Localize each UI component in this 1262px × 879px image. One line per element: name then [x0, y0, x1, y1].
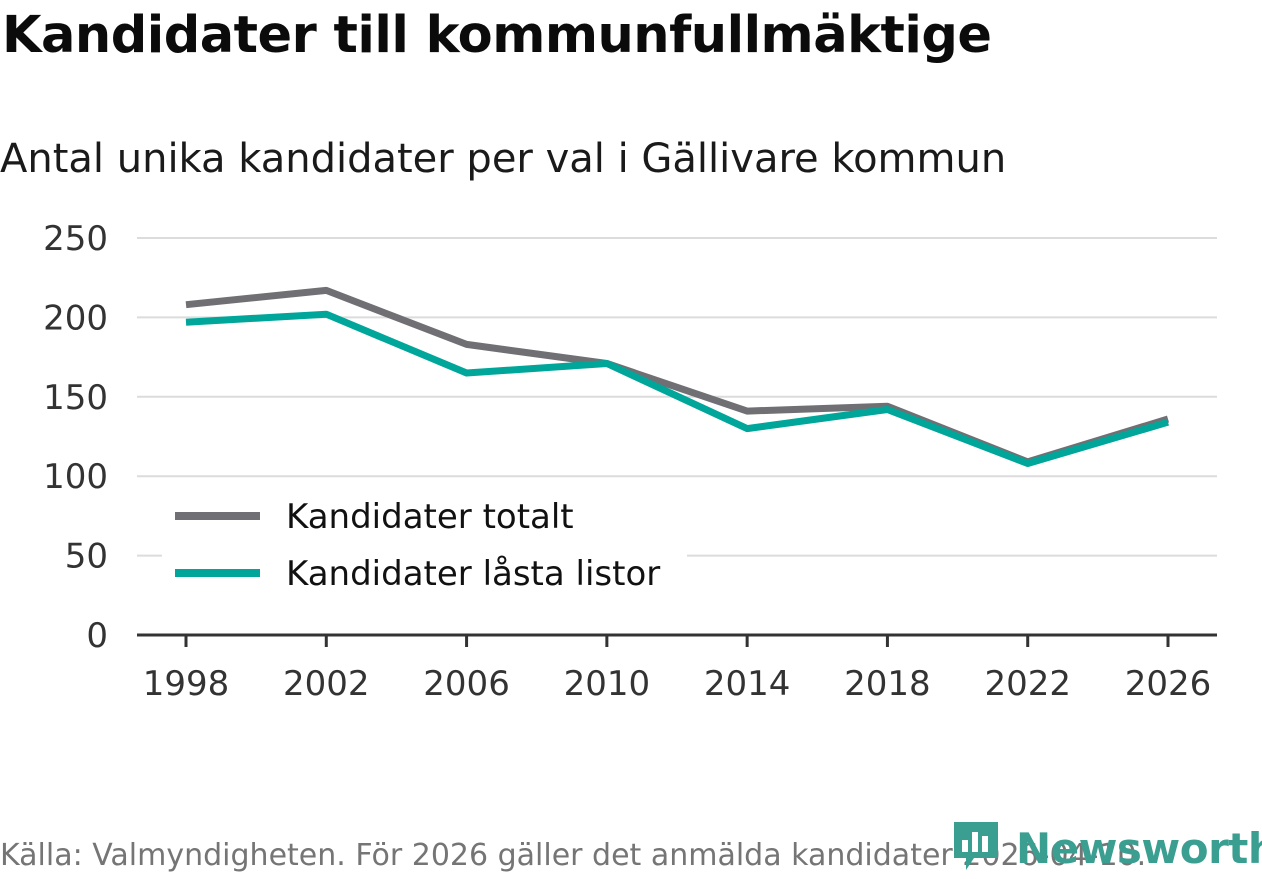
- bar-chart-speech-icon: [954, 822, 998, 870]
- legend: Kandidater totalt Kandidater låsta listor: [162, 490, 687, 602]
- y-tick-label: 150: [43, 378, 108, 418]
- y-tick-label: 100: [43, 457, 108, 497]
- y-tick-label: 0: [86, 616, 108, 656]
- x-tick-label: 2026: [1125, 664, 1212, 704]
- x-tick-label: 2018: [844, 664, 931, 704]
- legend-label: Kandidater låsta listor: [286, 554, 660, 594]
- brand-name: Newsworthy: [1016, 823, 1262, 873]
- legend-background: [162, 490, 687, 602]
- y-tick-label: 200: [43, 298, 108, 338]
- x-tick-label: 2010: [564, 664, 651, 704]
- chart-subtitle: Antal unika kandidater per val i Gälliva…: [0, 136, 1007, 182]
- y-tick-label: 250: [43, 219, 108, 259]
- x-tick-label: 2014: [704, 664, 791, 704]
- x-tick-label: 1998: [143, 664, 230, 704]
- series-line-lasta-listor: [185, 310, 1169, 467]
- y-axis-ticks: 0 50 100 150 200 250: [43, 219, 108, 656]
- x-axis: 1998 2002 2006 2010 2014 2018 2022 2026: [137, 633, 1217, 704]
- x-tick-label: 2006: [423, 664, 510, 704]
- x-tick-label: 2002: [283, 664, 370, 704]
- series-lines: [185, 286, 1170, 467]
- legend-label: Kandidater totalt: [286, 497, 574, 537]
- x-tick-label: 2022: [984, 664, 1071, 704]
- newsworthy-logo: Newsworthy: [952, 818, 1262, 878]
- chart-title: Kandidater till kommunfullmäktige: [2, 6, 992, 65]
- y-tick-label: 50: [65, 537, 108, 577]
